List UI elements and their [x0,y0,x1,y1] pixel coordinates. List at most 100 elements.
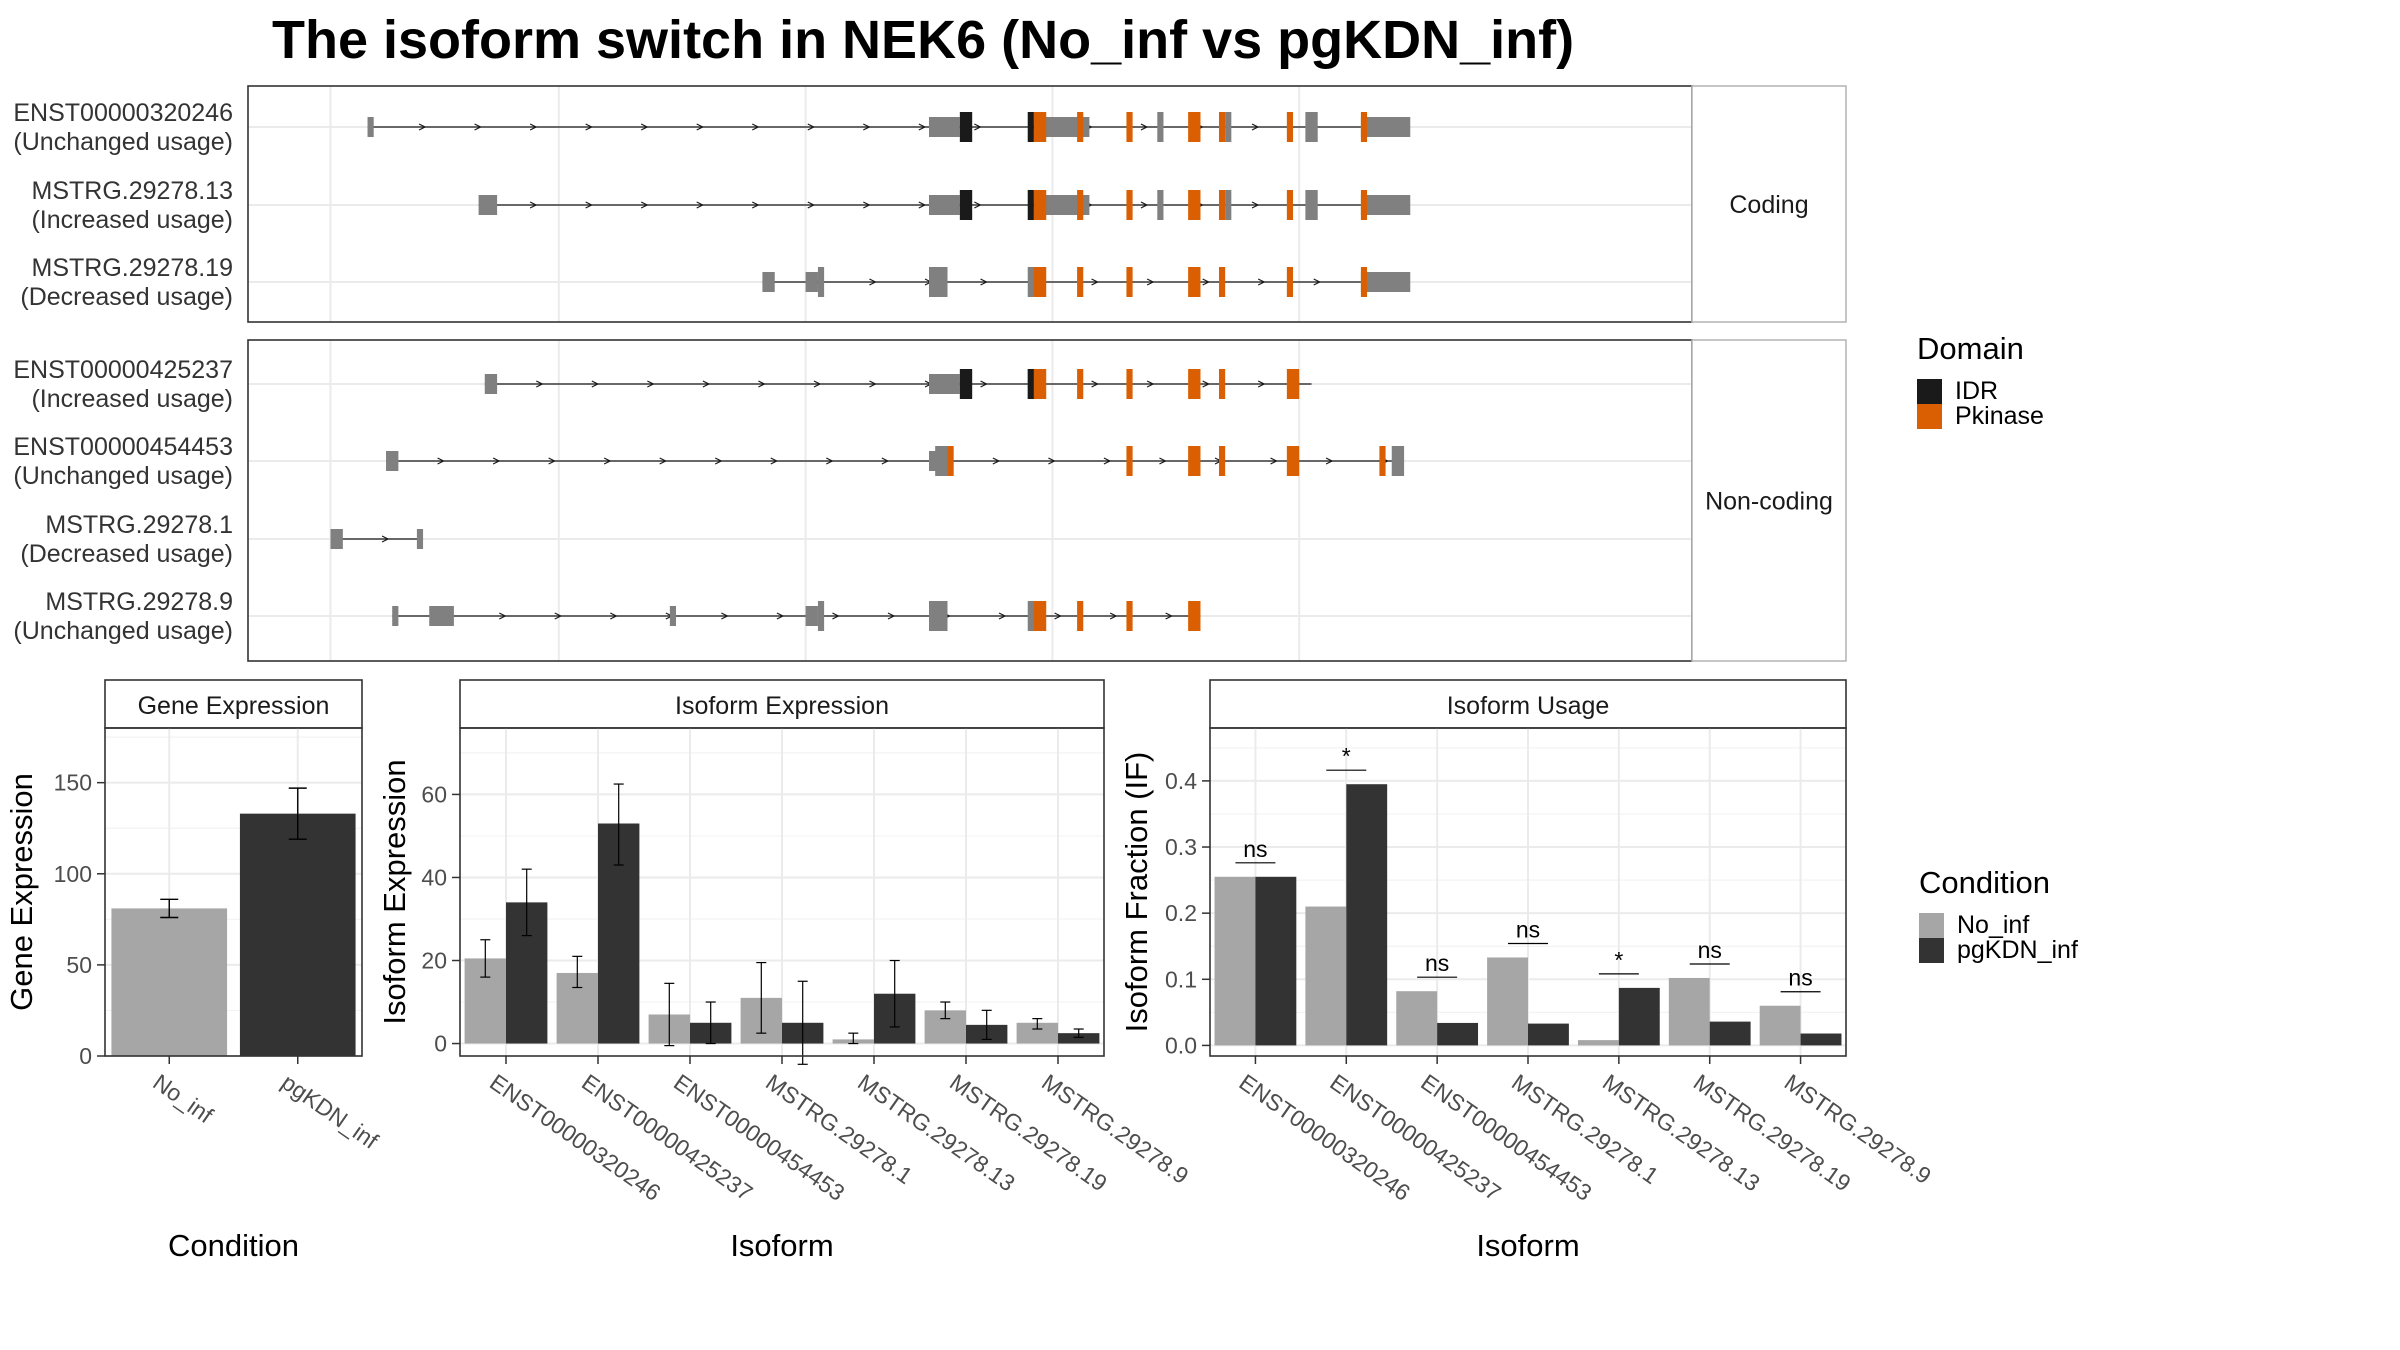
x-tick-label: MSTRG.29278.13 [1598,1069,1765,1197]
idr-domain [959,112,973,142]
exon-block [1391,446,1405,476]
direction-arrow [863,123,871,131]
direction-arrow [887,612,896,620]
condition-legend-title: Condition [1919,865,2050,900]
direction-arrow [974,201,982,209]
bar-No_inf [1759,1005,1801,1046]
pkinase-domain [1126,190,1133,220]
pkinase-domain [1077,369,1084,399]
pkinase-domain [1188,446,1201,476]
direction-arrow [418,123,427,131]
exon-block [330,529,343,549]
panel-title: Isoform Expression [675,692,889,720]
exon-block [929,601,948,631]
pkinase-domain [1360,267,1368,297]
panel-title: Isoform Usage [1447,692,1610,720]
exon-block [805,272,818,292]
exon-block [386,451,399,471]
direction-arrow [529,201,538,209]
direction-arrow [869,380,877,388]
domain-legend-label: IDR [1955,377,1998,405]
pkinase-domain [1033,267,1047,297]
direction-arrow [1165,612,1173,620]
bar-No_inf [1214,876,1256,1046]
exon-block [929,374,960,394]
significance-label: ns [1698,937,1722,963]
exon-block [669,606,677,626]
panel-border [1209,727,1847,1057]
exon-block [1033,195,1090,215]
exon-block [367,117,374,137]
significance-label: * [1614,947,1623,973]
x-tick-label: MSTRG.29278.19 [945,1069,1112,1197]
panel-strip [1209,679,1847,729]
exon-block [1157,112,1164,142]
direction-arrow [1251,201,1260,209]
direction-arrow [980,380,988,388]
transcript-id: MSTRG.29278.13 [32,177,234,205]
y-axis-title: Isoform Fraction (IF) [1119,752,1154,1033]
bar-pgKDN_inf [1800,1033,1842,1046]
direction-arrow [813,380,822,388]
x-tick-label: MSTRG.29278.13 [853,1069,1020,1197]
transcript-structure-panel: ENST00000320246(Unchanged usage)MSTRG.29… [13,85,1847,662]
direction-arrow [751,201,760,209]
direction-arrow [1159,457,1167,465]
significance-label: ns [1516,916,1540,942]
direction-arrow [869,278,877,286]
exon-block [817,601,825,631]
y-tick-label: 0.1 [1165,966,1197,992]
facet-label: Coding [1729,191,1808,219]
x-tick-label: ENST00000425237 [577,1069,757,1206]
pkinase-domain [1218,267,1226,297]
direction-arrow [980,278,988,286]
bar-pgKDN_inf [239,813,356,1056]
direction-arrow [437,457,445,465]
pkinase-domain [1360,112,1368,142]
x-axis-title: Isoform [1476,1228,1579,1263]
pkinase-domain [1188,267,1201,297]
direction-arrow [696,201,705,209]
x-tick-label: MSTRG.29278.9 [1037,1069,1193,1189]
direction-arrow [474,123,482,131]
direction-arrow [381,535,390,543]
exon-block [1305,190,1318,220]
pkinase-domain [1077,267,1084,297]
direction-arrow [832,612,840,620]
direction-arrow [1048,457,1056,465]
transcript-id: ENST00000454453 [13,433,233,461]
gene-expression-panel: Gene Expression 0 50 100 150 No_inf pgKDN_inf G… [4,679,383,1263]
pkinase-domain [1218,369,1226,399]
direction-arrow [1091,278,1099,286]
exon-block [478,195,498,215]
pkinase-domain [1286,112,1294,142]
pkinase-domain [1286,446,1300,476]
idr-domain [1027,112,1034,142]
direction-arrow [702,380,711,388]
direction-arrow [918,123,927,131]
condition-legend-key [1919,913,1944,938]
exon-block [762,272,775,292]
pkinase-domain [1360,190,1368,220]
direction-arrow [998,612,1007,620]
pkinase-domain [1077,601,1084,631]
direction-arrow [610,612,618,620]
exon-block [429,606,454,626]
idr-domain [1027,190,1034,220]
domain-legend-title: Domain [1917,331,2024,366]
direction-arrow [1325,457,1334,465]
panel-border [104,727,363,1057]
direction-arrow [554,612,563,620]
pkinase-domain [1286,190,1294,220]
pkinase-domain [1188,112,1201,142]
pkinase-domain [1286,267,1294,297]
exon-block [929,267,948,297]
y-axis-title: Gene Expression [4,773,39,1011]
bar-No_inf [1577,1040,1619,1046]
exon-block [1225,112,1232,142]
direction-arrow [603,457,612,465]
direction-arrow [881,457,890,465]
significance-label: * [1342,743,1351,769]
transcript-id: ENST00000320246 [13,99,233,127]
pkinase-domain [1379,446,1386,476]
